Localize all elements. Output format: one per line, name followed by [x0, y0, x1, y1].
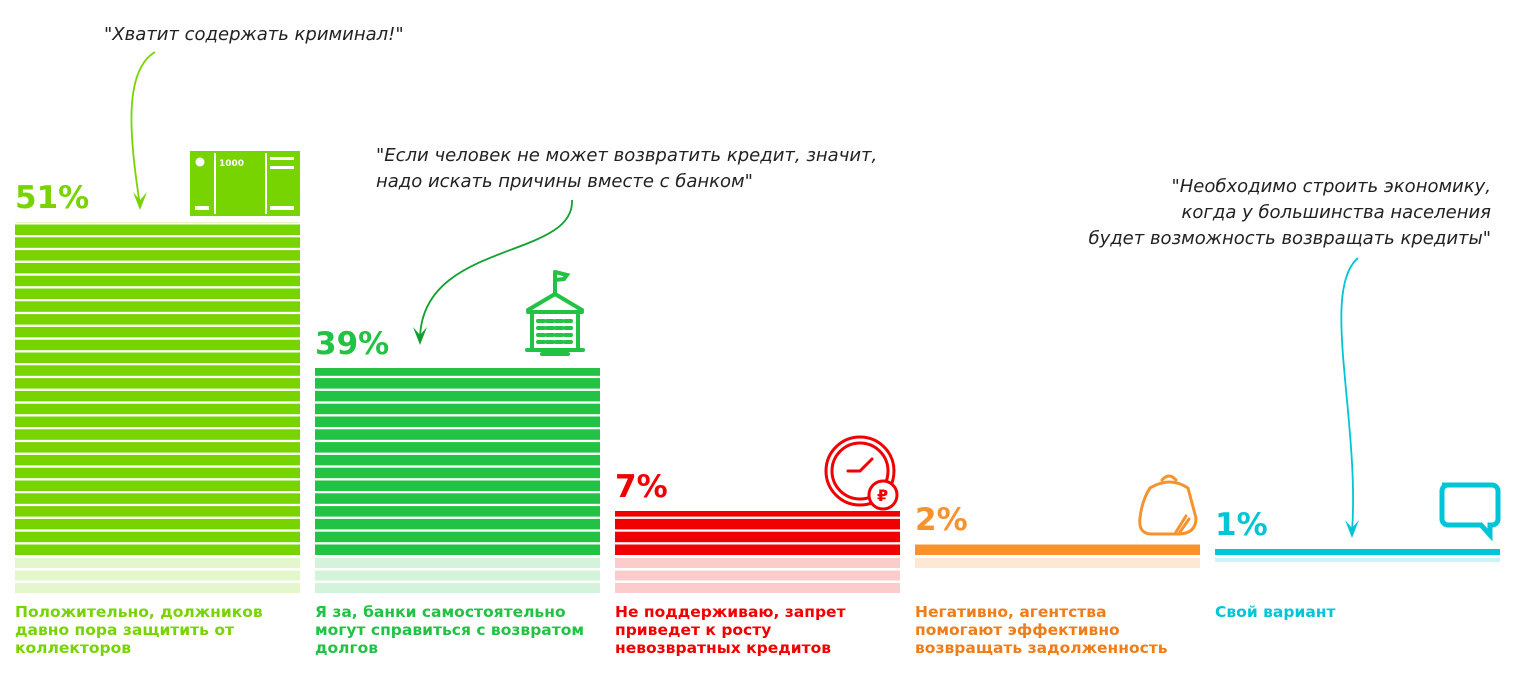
bar-stripe [15, 506, 300, 517]
bank-building-icon [525, 270, 585, 356]
bar-stripe [15, 326, 300, 338]
annotation-arrow-3 [1340, 257, 1359, 533]
bar-stripe [615, 518, 900, 530]
bar-faded-stripe [315, 570, 600, 581]
bar-stripe [315, 493, 600, 504]
bar-stripe [15, 429, 300, 440]
bar-stripe [15, 390, 300, 402]
bar-stripe [15, 275, 300, 287]
bar-faded-stripe [15, 570, 300, 581]
annotation-quote-2: "Если человек не может возвратить кредит… [376, 145, 878, 192]
bar-5 [1215, 549, 1500, 562]
purse-icon [1138, 474, 1198, 536]
bar-stripe [15, 301, 300, 312]
bar-stripe [15, 480, 300, 491]
bar-faded-stripe [315, 558, 600, 568]
svg-text:₽: ₽ [877, 486, 888, 505]
bar-stripe [15, 518, 300, 530]
bar-stripe [15, 262, 300, 274]
bar-stripe [315, 442, 600, 453]
arrowhead [133, 192, 147, 210]
clock-ruble-icon: ₽ [824, 435, 899, 511]
bar-stripe [15, 288, 300, 299]
bar-stripe [15, 544, 300, 555]
bar-stripe [315, 480, 600, 491]
annotation-arrow-2 [419, 199, 573, 341]
bar-stripe [15, 365, 300, 376]
value-label-1: 51% [15, 180, 89, 216]
bar-stripe [315, 390, 600, 402]
value-label-5: 1% [1215, 507, 1268, 543]
arrowhead [413, 327, 427, 345]
bar-stripe [915, 544, 1200, 555]
arrowhead [1345, 520, 1359, 538]
value-label-4: 2% [915, 502, 968, 538]
annotation-quote-3: "Необходимо строить экономику, когда у б… [1088, 176, 1491, 249]
bar-faded-stripe [15, 558, 300, 568]
bar-stripe [315, 544, 600, 555]
bar-stripe [615, 531, 900, 543]
bar-stripe [15, 339, 300, 351]
banknote-1000-icon: 1000 [190, 151, 300, 216]
value-label-3: 7% [615, 469, 668, 505]
category-label-5: Свой вариант [1215, 603, 1336, 621]
bar-stripe [15, 531, 300, 543]
bar-stripe [315, 454, 600, 466]
bar-faded-stripe [915, 558, 1200, 568]
annotation-quote-1: "Хватит содержать криминал!" [104, 24, 404, 45]
bar-stripe [15, 493, 300, 504]
bar-stripe [15, 403, 300, 415]
bar-stripe [15, 237, 300, 248]
bar-stripe [15, 378, 300, 389]
bar-stripe [315, 416, 600, 427]
value-label-2: 39% [315, 326, 389, 362]
bar-stripe [315, 518, 600, 530]
bar-stripe [15, 442, 300, 453]
category-label-4: Негативно, агентства помогают эффективно… [915, 603, 1168, 657]
bar-faded-stripe [315, 583, 600, 593]
bar-stripe [15, 416, 300, 427]
bar-stripe [315, 467, 600, 479]
bar-stripe [315, 378, 600, 389]
bar-4 [915, 544, 1200, 568]
bar-stripe [1215, 549, 1500, 555]
bar-stripe [615, 544, 900, 555]
category-label-1: Положительно, должников давно пора защит… [15, 603, 263, 657]
category-label-3: Не поддерживаю, запрет приведет к росту … [615, 603, 846, 657]
bar-stripe [15, 250, 300, 261]
category-label-2: Я за, банки самостоятельно могут справит… [315, 603, 585, 657]
bar-faded-stripe [15, 583, 300, 593]
speech-bubble-icon [1439, 482, 1501, 542]
bar-faded-stripe [615, 583, 900, 593]
bar-stripe [315, 506, 600, 517]
bar-stripe [315, 368, 600, 376]
bar-faded-stripe [615, 558, 900, 568]
bar-2 [315, 368, 600, 593]
bar-faded-stripe [615, 570, 900, 581]
bar-faded-stripe [1215, 558, 1500, 562]
svg-text:1000: 1000 [219, 159, 244, 169]
bar-stripe [15, 224, 300, 235]
bar-1 [15, 222, 300, 593]
bar-stripe [315, 531, 600, 543]
annotation-arrow-1 [130, 51, 156, 206]
bar-stripe [315, 403, 600, 415]
bar-3 [615, 511, 900, 593]
bar-stripe [615, 511, 900, 517]
bar-stripe [15, 454, 300, 466]
bar-stripe [315, 429, 600, 440]
bar-stripe [15, 467, 300, 479]
bar-stripe [15, 314, 300, 325]
bar-stripe [15, 352, 300, 363]
